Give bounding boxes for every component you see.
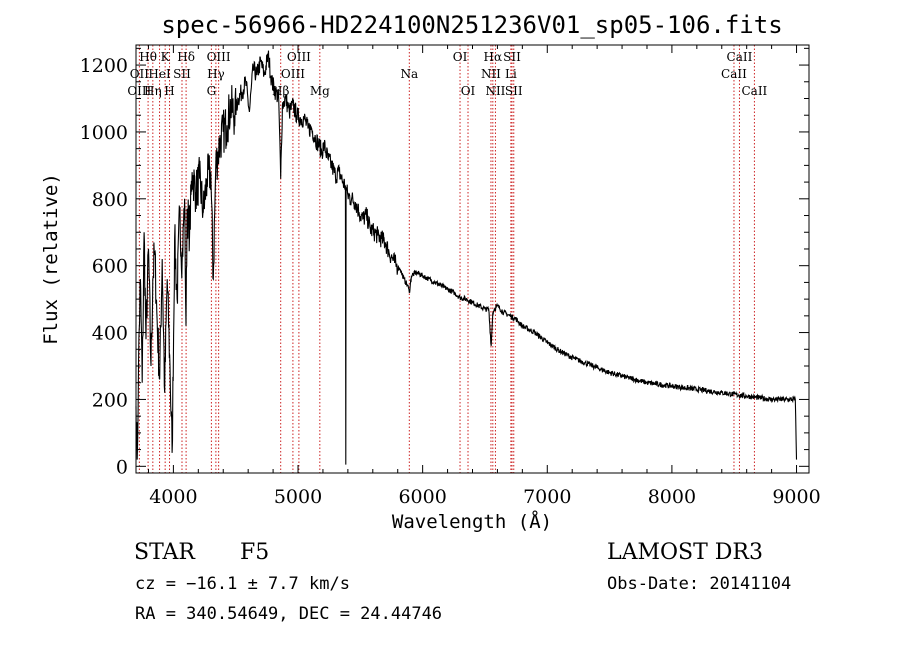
spectral-line-label: OIII [207, 50, 231, 64]
spectral-line-label: NII [485, 84, 505, 98]
x-axis-ticks: 4000 5000 6000 7000 8000 9000 [147, 45, 821, 508]
spectral-line-label: OIII [127, 84, 151, 98]
coordinates: RA = 340.54649, DEC = 24.44746 [135, 604, 442, 624]
spectral-line-label: OII [130, 67, 150, 81]
object-subclass: F5 [240, 540, 269, 565]
obs-date: Obs-Date: 20141104 [607, 574, 791, 594]
spectral-line-label: OIII [281, 67, 305, 81]
y-axis-ticks: 0 200 400 600 800 1000 1200 [80, 47, 809, 478]
x-tick-label: 4000 [149, 486, 197, 508]
y-tick-label: 1000 [80, 122, 128, 144]
spectrum-line [135, 50, 798, 465]
spectral-line-label: Mg [310, 84, 330, 98]
object-class: STAR [134, 540, 196, 565]
y-axis-label: Flux (relative) [40, 173, 62, 345]
spectral-line-label: Li [505, 67, 517, 81]
spectral-line-label: OI [453, 50, 468, 64]
spectral-line-markers [138, 45, 755, 473]
spectral-line-label: Hθ [139, 50, 157, 64]
spectral-line-label: CaII [727, 50, 753, 64]
spectral-line-label: H [164, 84, 174, 98]
y-tick-label: 800 [92, 189, 128, 211]
spectral-line-label: Hδ [177, 50, 195, 64]
survey-name: LAMOST DR3 [607, 540, 763, 565]
spectral-line-label: SII [505, 84, 523, 98]
x-tick-label: 8000 [648, 486, 696, 508]
spectral-line-label: Hα [484, 50, 503, 64]
spectral-line-label: Hη [144, 84, 162, 98]
y-tick-label: 400 [92, 323, 128, 345]
spectral-line-label: HeI [148, 67, 171, 81]
y-tick-label: 1200 [80, 55, 128, 77]
spectral-line-label: SII [503, 50, 521, 64]
spectral-line-label: OI [461, 84, 476, 98]
chart-title: spec-56966-HD224100N251236V01_sp05-106.f… [161, 11, 782, 39]
y-tick-label: 0 [116, 456, 128, 478]
y-tick-label: 200 [92, 389, 128, 411]
y-tick-label: 600 [92, 256, 128, 278]
spectral-line-label: NII [481, 67, 501, 81]
spectral-line-label: Na [400, 67, 418, 81]
spectral-line-label: Hγ [207, 67, 225, 81]
spectral-line-label: K [161, 50, 171, 64]
x-tick-label: 7000 [523, 486, 571, 508]
x-axis-label: Wavelength (Å) [392, 510, 552, 533]
spectral-line-label: OIII [287, 50, 311, 64]
x-tick-label: 6000 [398, 486, 446, 508]
x-tick-label: 9000 [772, 486, 820, 508]
spectral-line-label: CaII [741, 84, 767, 98]
spectral-line-label: CaII [721, 67, 747, 81]
redshift-readout: cz = −16.1 ± 7.7 km/s [135, 574, 350, 594]
spectral-line-label: SII [173, 67, 191, 81]
x-tick-label: 5000 [274, 486, 322, 508]
spectral-line-label: G [207, 84, 217, 98]
